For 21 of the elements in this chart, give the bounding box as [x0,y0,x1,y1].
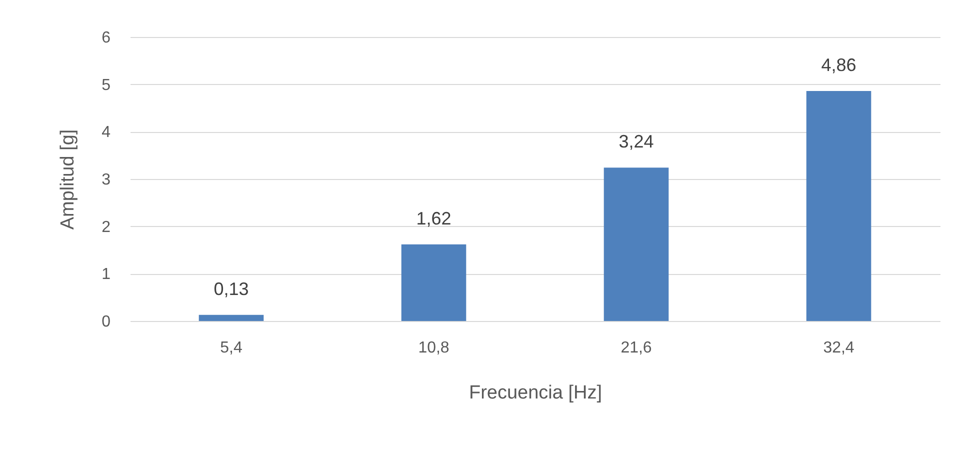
x-tick-label: 32,4 [823,340,854,356]
y-tick-label: 5 [102,76,111,94]
y-tick-label: 4 [102,124,111,142]
y-tick-label: 2 [102,218,111,236]
data-label: 4,86 [821,54,856,75]
bar [401,244,466,321]
data-label: 1,62 [416,208,452,228]
y-tick-label: 0 [102,314,111,330]
x-tick-label: 10,8 [418,340,450,356]
y-axis-title: Amplitud [g] [58,129,79,230]
bar [806,90,872,321]
bar [604,168,669,321]
data-label: 0,13 [214,278,249,299]
y-tick-label: 1 [102,266,111,284]
x-axis-title: Frecuencia [Hz] [468,382,602,404]
y-tick-label: 3 [102,172,111,188]
data-label: 3,24 [618,132,654,152]
x-tick-label: 5,4 [220,340,242,356]
y-tick-label: 6 [102,30,111,46]
bar [198,314,264,321]
x-tick-label: 21,6 [620,340,652,356]
